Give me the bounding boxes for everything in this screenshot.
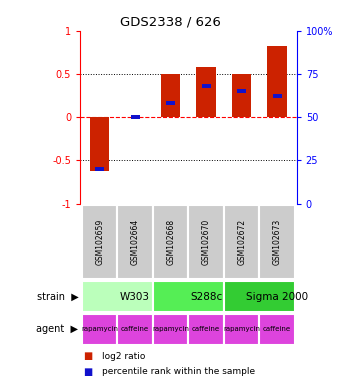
Text: ■: ■: [84, 351, 93, 361]
Bar: [273, 94, 282, 98]
Bar: [202, 84, 210, 88]
Bar: [117, 205, 153, 279]
Bar: [82, 314, 117, 345]
Bar: [153, 314, 188, 345]
Text: S288c: S288c: [190, 291, 222, 302]
Text: W303: W303: [120, 291, 150, 302]
Text: rapamycin: rapamycin: [223, 326, 260, 332]
Text: Sigma 2000: Sigma 2000: [246, 291, 308, 302]
Text: ■: ■: [84, 367, 93, 377]
Bar: [196, 67, 216, 117]
Bar: [224, 205, 260, 279]
Text: GSM102670: GSM102670: [202, 219, 211, 265]
Bar: [267, 46, 287, 117]
Bar: [237, 89, 246, 93]
Bar: [260, 314, 295, 345]
Bar: [189, 314, 224, 345]
Bar: [224, 314, 260, 345]
Text: GDS2338 / 626: GDS2338 / 626: [120, 16, 221, 29]
Text: agent  ▶: agent ▶: [36, 324, 78, 334]
Bar: [90, 117, 109, 171]
Text: percentile rank within the sample: percentile rank within the sample: [102, 367, 255, 376]
Text: strain  ▶: strain ▶: [37, 291, 78, 302]
Text: rapamycin: rapamycin: [81, 326, 118, 332]
Bar: [166, 101, 175, 105]
Text: GSM102664: GSM102664: [131, 219, 140, 265]
Text: caffeine: caffeine: [121, 326, 149, 332]
Bar: [153, 205, 188, 279]
Text: GSM102659: GSM102659: [95, 219, 104, 265]
Text: caffeine: caffeine: [263, 326, 291, 332]
Text: caffeine: caffeine: [192, 326, 220, 332]
Text: GSM102672: GSM102672: [237, 219, 246, 265]
Bar: [189, 205, 224, 279]
Bar: [82, 205, 117, 279]
Text: GSM102673: GSM102673: [273, 219, 282, 265]
Bar: [161, 74, 180, 117]
Bar: [82, 281, 153, 312]
Bar: [232, 74, 251, 117]
Bar: [95, 167, 104, 171]
Text: GSM102668: GSM102668: [166, 219, 175, 265]
Bar: [131, 115, 139, 119]
Text: log2 ratio: log2 ratio: [102, 352, 146, 361]
Bar: [260, 205, 295, 279]
Text: rapamycin: rapamycin: [152, 326, 189, 332]
Bar: [224, 281, 295, 312]
Bar: [153, 281, 224, 312]
Bar: [117, 314, 153, 345]
